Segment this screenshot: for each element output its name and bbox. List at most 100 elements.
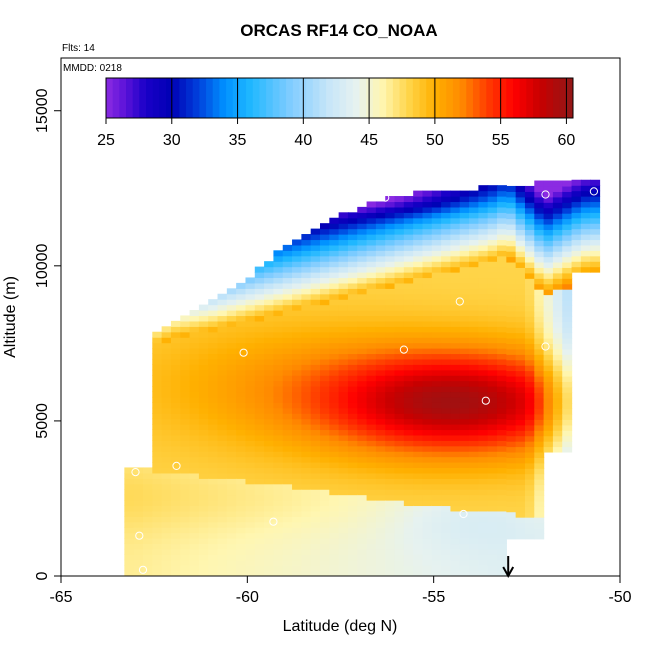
- heatmap-cell: [497, 196, 507, 203]
- heatmap-cell: [198, 456, 209, 463]
- heatmap-cell: [292, 369, 302, 376]
- heatmap-cell: [441, 418, 452, 425]
- heatmap-cell: [217, 527, 228, 534]
- heatmap-cell: [329, 369, 340, 376]
- heatmap-cell: [273, 478, 284, 485]
- heatmap-cell: [301, 364, 312, 371]
- heatmap-cell: [198, 521, 209, 528]
- heatmap-cell: [338, 451, 349, 458]
- heatmap-cell: [310, 326, 321, 333]
- heatmap-cell: [441, 261, 452, 268]
- heatmap-cell: [478, 565, 489, 572]
- heatmap-cell: [338, 353, 349, 360]
- heatmap-cell: [441, 272, 452, 279]
- heatmap-cell: [469, 440, 479, 447]
- heatmap-cell: [394, 505, 405, 512]
- heatmap-cell: [543, 267, 554, 274]
- heatmap-cell: [310, 364, 321, 371]
- heatmap-cell: [366, 467, 377, 474]
- heatmap-cell: [497, 478, 507, 485]
- heatmap-cell: [347, 554, 358, 561]
- heatmap-cell: [459, 358, 470, 365]
- heatmap-cell: [487, 548, 498, 555]
- heatmap-cell: [515, 500, 526, 507]
- heatmap-cell: [217, 570, 228, 576]
- heatmap-cell: [217, 413, 228, 420]
- heatmap-cell: [515, 365, 526, 372]
- heatmap-cell: [562, 234, 573, 241]
- heatmap-cell: [282, 565, 293, 572]
- heatmap-cell: [170, 543, 181, 550]
- heatmap-cell: [478, 380, 489, 387]
- heatmap-cell: [254, 532, 265, 539]
- heatmap-cell: [441, 304, 452, 311]
- heatmap-cell: [450, 386, 461, 393]
- heatmap-cell: [497, 521, 507, 528]
- heatmap-cell: [180, 462, 191, 469]
- heatmap-cell: [459, 293, 470, 300]
- heatmap-cell: [320, 320, 330, 327]
- heatmap-cell: [245, 310, 256, 317]
- heatmap-cell: [282, 358, 293, 365]
- heatmap-cell: [329, 478, 340, 485]
- heatmap-cell: [459, 282, 470, 289]
- colorbar-swatch: [212, 78, 220, 118]
- heatmap-cell: [226, 516, 237, 523]
- heatmap-cell: [301, 538, 312, 545]
- heatmap-cell: [580, 261, 591, 268]
- heatmap-cell: [292, 353, 302, 360]
- heatmap-cell: [282, 554, 293, 561]
- heatmap-cell: [478, 190, 489, 197]
- heatmap-cell: [543, 327, 554, 334]
- heatmap-cell: [580, 266, 591, 273]
- heatmap-cell: [347, 293, 358, 300]
- heatmap-cell: [524, 527, 535, 534]
- heatmap-cell: [329, 386, 340, 393]
- heatmap-cell: [497, 282, 507, 289]
- heatmap-cell: [524, 229, 535, 236]
- heatmap-cell: [385, 527, 396, 534]
- heatmap-cell: [226, 326, 237, 333]
- heatmap-cell: [487, 223, 498, 230]
- heatmap-cell: [208, 369, 219, 376]
- heatmap-cell: [208, 521, 219, 528]
- heatmap-cell: [469, 369, 479, 376]
- heatmap-cell: [524, 408, 535, 415]
- heatmap-cell: [524, 495, 535, 502]
- heatmap-cell: [133, 483, 144, 490]
- heatmap-cell: [301, 375, 312, 382]
- heatmap-cell: [552, 207, 563, 214]
- heatmap-cell: [152, 413, 163, 420]
- heatmap-cell: [366, 391, 377, 398]
- heatmap-cell: [245, 472, 256, 479]
- heatmap-cell: [441, 369, 452, 376]
- heatmap-cell: [366, 440, 377, 447]
- heatmap-cell: [375, 538, 386, 545]
- heatmap-cell: [487, 505, 498, 512]
- colorbar-swatch: [379, 78, 387, 118]
- heatmap-cell: [580, 201, 591, 208]
- heatmap-cell: [543, 332, 554, 339]
- heatmap-cell: [441, 391, 452, 398]
- heatmap-cell: [478, 494, 489, 501]
- heatmap-cell: [180, 364, 191, 371]
- heatmap-cell: [236, 440, 247, 447]
- heatmap-cell: [413, 510, 424, 517]
- heatmap-cell: [208, 396, 219, 403]
- heatmap-cell: [571, 228, 582, 235]
- heatmap-cell: [338, 299, 349, 306]
- heatmap-cell: [375, 429, 386, 436]
- heatmap-cell: [208, 548, 219, 555]
- heatmap-cell: [226, 456, 237, 463]
- heatmap-cell: [236, 282, 247, 289]
- heatmap-cell: [450, 304, 461, 311]
- heatmap-cell: [245, 386, 256, 393]
- heatmap-cell: [450, 255, 461, 262]
- heatmap-cell: [161, 565, 172, 572]
- heatmap-cell: [282, 538, 293, 545]
- heatmap-cell: [310, 543, 321, 550]
- heatmap-cell: [515, 446, 526, 453]
- heatmap-cell: [441, 538, 452, 545]
- heatmap-cell: [413, 500, 424, 507]
- heatmap-cell: [515, 261, 526, 268]
